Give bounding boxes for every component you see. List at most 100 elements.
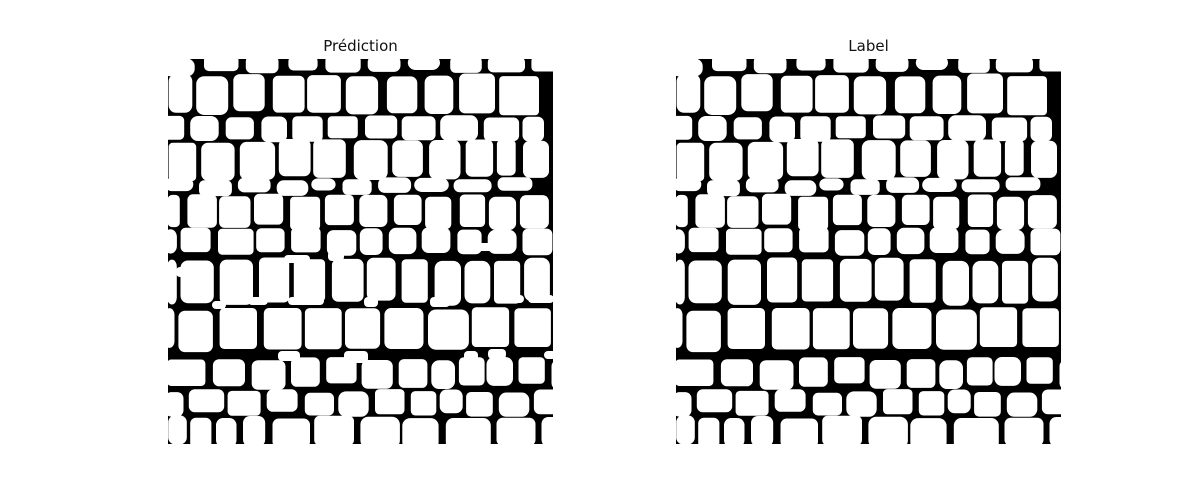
cell-region xyxy=(483,117,520,142)
cell-region xyxy=(488,196,517,230)
cell-region xyxy=(421,227,451,253)
cell-region xyxy=(219,308,257,349)
spurious-blob xyxy=(528,295,553,303)
cell-region xyxy=(1026,357,1053,384)
cell-region xyxy=(429,140,461,180)
spurious-blob xyxy=(430,297,450,307)
cell-region xyxy=(168,177,194,192)
cell-region xyxy=(784,180,817,196)
cell-region xyxy=(698,417,720,444)
cell-region xyxy=(168,415,187,444)
cell-region xyxy=(288,59,318,71)
cell-region xyxy=(345,308,381,349)
cell-region xyxy=(219,196,251,228)
cell-region xyxy=(499,76,539,116)
cell-region xyxy=(388,227,417,255)
cell-region xyxy=(875,59,909,72)
cell-region xyxy=(293,259,326,302)
cell-region xyxy=(918,391,945,416)
cell-region xyxy=(497,177,533,191)
cell-region xyxy=(800,116,831,142)
cell-region xyxy=(487,59,525,73)
cell-region xyxy=(873,115,906,139)
cell-region xyxy=(676,229,685,254)
cell-region xyxy=(910,418,947,444)
cell-region xyxy=(187,194,217,228)
cell-region xyxy=(251,360,286,390)
cell-region xyxy=(259,257,290,303)
cell-region xyxy=(1022,308,1059,347)
spurious-blob xyxy=(248,297,268,305)
cell-region xyxy=(365,115,398,139)
cell-region xyxy=(867,228,891,255)
cell-region xyxy=(1005,177,1041,191)
cell-region xyxy=(1004,417,1044,444)
cell-region xyxy=(196,76,229,115)
cell-region xyxy=(1004,139,1024,176)
cell-region xyxy=(874,257,904,301)
cell-region xyxy=(771,308,810,350)
cell-region xyxy=(839,258,872,302)
cell-region xyxy=(1030,228,1061,256)
cell-region xyxy=(494,260,521,304)
cell-region xyxy=(835,116,866,139)
cell-region xyxy=(304,392,334,416)
cell-region xyxy=(292,116,323,142)
cell-region xyxy=(769,116,795,143)
cell-region xyxy=(1059,362,1061,388)
cell-region xyxy=(712,59,747,72)
cell-region xyxy=(450,59,482,73)
cell-region xyxy=(428,309,469,350)
cell-region xyxy=(698,116,727,141)
cell-region xyxy=(272,75,305,113)
cell-region xyxy=(995,59,1033,73)
cell-region xyxy=(704,76,737,115)
cell-region xyxy=(331,258,364,302)
cell-region xyxy=(367,59,401,72)
cell-region xyxy=(168,392,184,417)
cell-region xyxy=(892,308,932,349)
cell-region xyxy=(496,139,516,176)
cell-region xyxy=(906,359,936,388)
cell-region xyxy=(522,228,553,256)
cell-region xyxy=(821,139,854,178)
cell-region xyxy=(168,142,197,182)
cell-region xyxy=(745,177,779,193)
cell-region xyxy=(909,116,944,141)
cell-region xyxy=(366,257,396,301)
spurious-blob xyxy=(288,297,324,305)
cell-region xyxy=(798,196,829,230)
cell-region xyxy=(676,392,692,417)
cell-region xyxy=(392,140,423,177)
cell-region xyxy=(342,179,372,195)
cell-region xyxy=(218,228,254,255)
cell-region xyxy=(190,417,212,444)
cell-region xyxy=(338,391,369,417)
cell-region xyxy=(753,59,787,74)
cell-region xyxy=(695,194,725,228)
cell-region xyxy=(724,418,745,444)
cell-region xyxy=(425,196,452,230)
cell-region xyxy=(227,390,261,416)
cell-region xyxy=(676,259,685,305)
cell-region xyxy=(948,115,986,141)
cell-region xyxy=(933,196,960,230)
cell-region xyxy=(464,260,491,304)
spurious-blob xyxy=(464,351,478,361)
cell-region xyxy=(894,76,926,114)
cell-region xyxy=(953,418,999,444)
cell-region xyxy=(326,230,357,256)
cell-region xyxy=(832,194,862,226)
cell-region xyxy=(486,357,513,386)
cell-region xyxy=(733,117,762,140)
cell-region xyxy=(915,59,948,70)
cell-region xyxy=(204,59,239,72)
prediction-mask xyxy=(168,59,553,444)
cell-region xyxy=(896,227,925,255)
cell-region xyxy=(233,74,265,112)
cell-region xyxy=(522,116,544,142)
cell-region xyxy=(465,139,494,177)
cell-region xyxy=(867,194,896,227)
cell-region xyxy=(936,309,977,350)
cell-region xyxy=(1002,260,1029,304)
